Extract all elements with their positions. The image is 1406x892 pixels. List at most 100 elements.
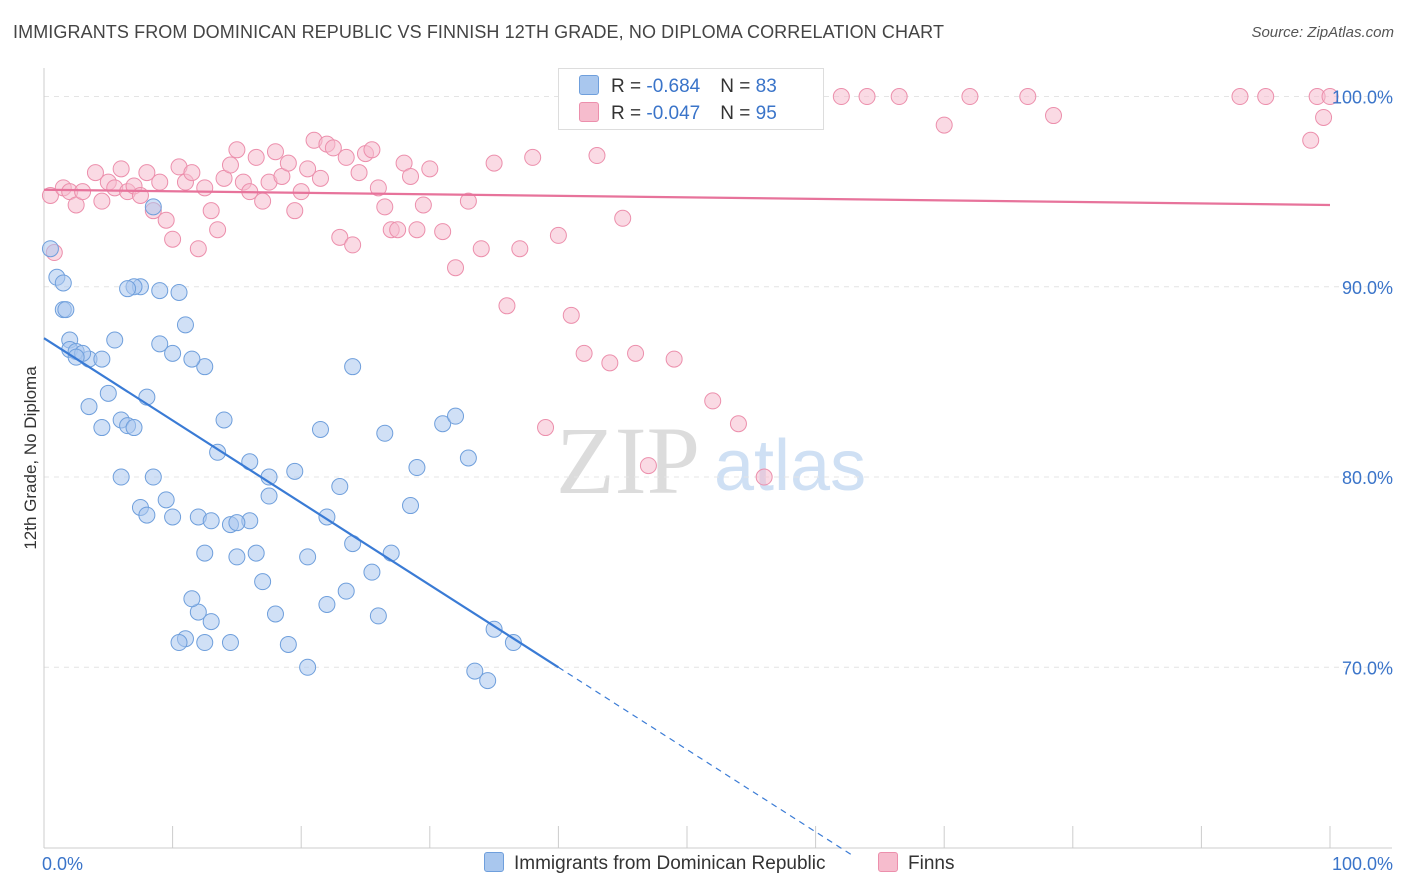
dominican-point [260, 487, 278, 505]
legend-r-label: R = [611, 76, 647, 97]
finns-point [402, 167, 420, 185]
legend-n-label: N = [720, 76, 756, 97]
finns-point [112, 160, 130, 178]
finns-point [549, 226, 567, 244]
bottom-legend-dominican: Immigrants from Dominican Republic [484, 852, 826, 875]
bottom-legend-label-finns: Finns [908, 853, 955, 874]
dominican-point [459, 449, 477, 467]
finns-point [209, 221, 227, 239]
dominican-point [286, 462, 304, 480]
finns-point [202, 202, 220, 220]
finns-point [511, 240, 529, 258]
finns-point [935, 116, 953, 134]
dominican-point [209, 443, 227, 461]
finns-point [890, 88, 908, 106]
finns-point [1231, 88, 1249, 106]
finns-point [1321, 88, 1339, 106]
y-tick-label: 80.0% [1342, 468, 1393, 488]
dominican-point [221, 634, 239, 652]
bottom-legend-finns: Finns [878, 852, 954, 875]
dominican-point [479, 672, 497, 690]
dominican-point [125, 419, 143, 437]
dominican-point [151, 282, 169, 300]
finns-point [562, 306, 580, 324]
y-tick-label: 100.0% [1332, 88, 1393, 108]
finns-point [286, 202, 304, 220]
dominican-point [183, 590, 201, 608]
finns-point [344, 236, 362, 254]
finns-point [575, 344, 593, 362]
dominican-point [299, 548, 317, 566]
finns-point [350, 164, 368, 182]
legend-row-finns: R = -0.047 N = 95 [579, 102, 777, 125]
dominican-point [382, 544, 400, 562]
finns-point [704, 392, 722, 410]
dominican-point [363, 563, 381, 581]
finns-point [537, 419, 555, 437]
finns-point [414, 196, 432, 214]
dominican-point [80, 398, 98, 416]
trend-lines [43, 188, 1331, 858]
dominican-point [318, 595, 336, 613]
dominican-point [119, 280, 137, 298]
finns-point [755, 468, 773, 486]
finns-point [279, 154, 297, 172]
dominican-point [196, 634, 214, 652]
dominican-point [408, 459, 426, 477]
dominican-point [164, 344, 182, 362]
finns-point [228, 141, 246, 159]
finns-point [74, 183, 92, 201]
dominican-point [337, 582, 355, 600]
bottom-legend-swatch-dominican [484, 852, 504, 872]
dominican-point [164, 508, 182, 526]
finns-point [961, 88, 979, 106]
dominican-point [106, 331, 124, 349]
finns-point [86, 164, 104, 182]
finns-point [331, 228, 349, 246]
finns-point [434, 223, 452, 241]
dominican-point [202, 613, 220, 631]
dominican-point [57, 301, 75, 319]
dominican-point [402, 497, 420, 515]
legend-r-value: -0.684 [646, 76, 701, 97]
finns-points [41, 88, 1339, 486]
finns-point [151, 173, 169, 191]
watermark-zip: ZIP [556, 407, 700, 514]
dominican-point [144, 198, 162, 216]
y-tick-label: 90.0% [1342, 278, 1393, 298]
dominican-point [299, 658, 317, 676]
finns-point [389, 221, 407, 239]
legend-r-label: R = [611, 103, 647, 124]
dominican-point [254, 573, 272, 591]
finns-point [447, 259, 465, 277]
dominican-point [279, 635, 297, 653]
dominican-point [215, 411, 233, 429]
finns-point [421, 160, 439, 178]
finns-point [189, 240, 207, 258]
dominican-point [112, 468, 130, 486]
finns-point [1019, 88, 1037, 106]
finns-point [247, 148, 265, 166]
dominican-point [228, 548, 246, 566]
dominican-point [183, 350, 201, 368]
dominican-point [447, 407, 465, 425]
axis-labels: 70.0% 80.0% 90.0% 100.0% 0.0% 100.0% 12th Grad… [21, 88, 1393, 874]
finns-point [369, 179, 387, 197]
dominican-point [93, 350, 111, 368]
finns-point [1315, 108, 1333, 126]
finns-point [299, 160, 317, 178]
finns-point [524, 148, 542, 166]
finns-point [41, 186, 59, 204]
legend-r-value: -0.047 [646, 103, 701, 124]
legend-n-label: N = [720, 103, 756, 124]
finns-point [337, 148, 355, 166]
finns-point [485, 154, 503, 172]
legend-swatch-dominican [579, 75, 599, 95]
dominican-point [41, 240, 59, 258]
finns-point [93, 192, 111, 210]
dominican-point [170, 634, 188, 652]
dominican-point [434, 415, 452, 433]
finns-point [221, 156, 239, 174]
finns-point [164, 230, 182, 248]
dominican-point [157, 491, 175, 509]
